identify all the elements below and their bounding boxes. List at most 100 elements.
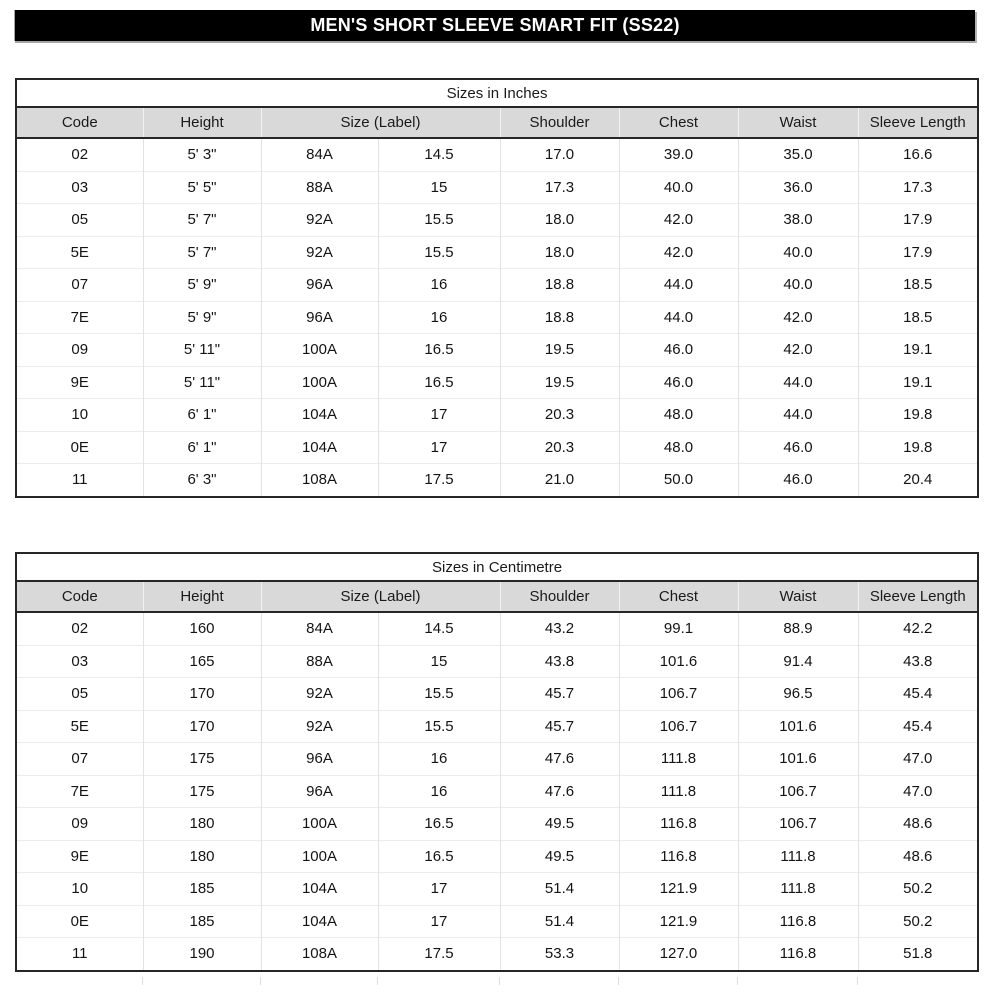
table-title: Sizes in Centimetre xyxy=(16,553,979,582)
table-cell: 19.1 xyxy=(857,333,979,366)
table-cell: 5E xyxy=(16,709,143,743)
table-cell: 42.0 xyxy=(737,300,858,334)
table-row: 5E 5' 7" 92A 15.5 18.0 42.0 40.0 17.9 xyxy=(16,235,979,269)
table-cell: 18.5 xyxy=(857,300,979,334)
column-header-chest: Chest xyxy=(618,581,738,613)
table-cell: 02 xyxy=(71,146,89,164)
table-cell: 9E xyxy=(16,365,143,399)
table-cell: 96A xyxy=(260,300,378,334)
table-cell: 18.8 xyxy=(499,268,619,301)
table-row: 10 6' 1" 104A 17 20.3 48.0 44.0 19.8 xyxy=(16,398,979,431)
table-cell: 11 xyxy=(16,463,143,497)
table-title-row: Sizes in Centimetre xyxy=(16,553,979,582)
table-cell: 106.7 xyxy=(737,774,858,808)
table-cell: 47.0 xyxy=(857,742,979,775)
table-cell: 45.7 xyxy=(499,709,619,743)
table-cell: 17.3 xyxy=(499,170,619,204)
table-row: 05 170 92A 15.5 45.7 106.7 96.5 45.4 xyxy=(16,677,979,710)
table-cell: 42.0 xyxy=(737,333,858,366)
table-cell: 49.5 xyxy=(499,807,619,840)
table-cell: 5E xyxy=(16,235,143,269)
table-cell: 39.0 xyxy=(618,138,738,171)
table-cell: 19.8 xyxy=(857,398,979,431)
column-header-code: Code xyxy=(16,581,143,613)
table-cell: 09 xyxy=(16,333,143,366)
table-cell: 19.8 xyxy=(857,430,979,464)
table-cell: 42.0 xyxy=(618,235,738,269)
table-cell: 03 xyxy=(16,644,143,678)
table-cell: 7E xyxy=(16,774,143,808)
table-row: 02 160 84A 14.5 43.2 99.1 88.9 42.2 xyxy=(16,612,979,645)
table-cell: 45.4 xyxy=(857,709,979,743)
table-cell: 48.0 xyxy=(618,430,738,464)
table-cell: 18.0 xyxy=(499,203,619,236)
table-cell: 88.9 xyxy=(737,612,858,645)
table-row: 9E 5' 11" 100A 16.5 19.5 46.0 44.0 19.1 xyxy=(16,365,979,399)
table-cell: 6' 1" xyxy=(142,398,261,431)
table-cell: 180 xyxy=(142,807,261,840)
table-cell: 101.6 xyxy=(618,644,738,678)
page-title: MEN'S SHORT SLEEVE SMART FIT (SS22) xyxy=(310,15,680,35)
table-cell: 7E xyxy=(16,300,143,334)
table-cell: 50.2 xyxy=(857,872,979,905)
table-row: 0E 185 104A 17 51.4 121.9 116.8 50.2 xyxy=(16,904,979,938)
table-cell: 5' 9" xyxy=(142,268,261,301)
table-cell: 16.5 xyxy=(377,333,500,366)
table-cell: 121.9 xyxy=(618,904,738,938)
table-cell: 111.8 xyxy=(618,742,738,775)
column-header-size-label: Size (Label) xyxy=(260,107,500,139)
table-row: 9E 180 100A 16.5 49.5 116.8 111.8 48.6 xyxy=(16,839,979,873)
column-header-shoulder: Shoulder xyxy=(499,107,619,139)
table-cell: 17.5 xyxy=(377,937,500,971)
table-cell: 17 xyxy=(377,398,500,431)
table-cell: 5' 3" xyxy=(142,138,261,171)
table-cell: 48.6 xyxy=(857,839,979,873)
table-cell: 92A xyxy=(260,203,378,236)
table-cell: 43.8 xyxy=(857,644,979,678)
table-header-row: Code Height Size (Label) Shoulder Chest … xyxy=(16,107,979,139)
column-header-size-label: Size (Label) xyxy=(260,581,500,613)
table-cell: 111.8 xyxy=(618,774,738,808)
table-cell: 17.0 xyxy=(499,138,619,171)
table-cell: 46.0 xyxy=(737,430,858,464)
table-cell: 17 xyxy=(377,872,500,905)
table-cell: 35.0 xyxy=(737,138,858,171)
table-cell: 17 xyxy=(377,430,500,464)
table-cell: 180 xyxy=(142,839,261,873)
table-cell: 15.5 xyxy=(377,235,500,269)
table-cell: 51.4 xyxy=(499,904,619,938)
table-cell: 96.5 xyxy=(737,677,858,710)
table-cell: 99.1 xyxy=(618,612,738,645)
table-row: 05 5' 7" 92A 15.5 18.0 42.0 38.0 17.9 xyxy=(16,203,979,236)
table-cell: 44.0 xyxy=(618,268,738,301)
table-cell: 6' 3" xyxy=(142,463,261,497)
table-cell: 43.8 xyxy=(499,644,619,678)
table-cell: 36.0 xyxy=(737,170,858,204)
table-cell: 49.5 xyxy=(499,839,619,873)
table-cell: 116.8 xyxy=(737,937,858,971)
table-cell: 20.4 xyxy=(857,463,979,497)
table-cell: 121.9 xyxy=(618,872,738,905)
table-cell: 101.6 xyxy=(737,742,858,775)
table-cell: 0E xyxy=(16,430,143,464)
table-row: 7E 5' 9" 96A 16 18.8 44.0 42.0 18.5 xyxy=(16,300,979,334)
column-header-height: Height xyxy=(142,107,261,139)
table-row: 03 165 88A 15 43.8 101.6 91.4 43.8 xyxy=(16,644,979,678)
table-cell: 111.8 xyxy=(737,872,858,905)
table-cell: 92A xyxy=(260,235,378,269)
column-header-chest: Chest xyxy=(618,107,738,139)
table-cell: 53.3 xyxy=(499,937,619,971)
table-cell: 15.5 xyxy=(377,203,500,236)
table-cell: 07 xyxy=(16,268,143,301)
table-cell: 92A xyxy=(260,709,378,743)
table-cell: 07 xyxy=(16,742,143,775)
table-cell: 16 xyxy=(377,300,500,334)
table-row: 11 190 108A 17.5 53.3 127.0 116.8 51.8 xyxy=(16,937,979,971)
table-cell: 116.8 xyxy=(618,807,738,840)
table-cell: 51.4 xyxy=(499,872,619,905)
table-cell: 5' 11" xyxy=(142,365,261,399)
table-cell: 175 xyxy=(142,742,261,775)
table-cell: 108A xyxy=(260,463,378,497)
table-cell: 48.0 xyxy=(618,398,738,431)
table-cell: 91.4 xyxy=(737,644,858,678)
